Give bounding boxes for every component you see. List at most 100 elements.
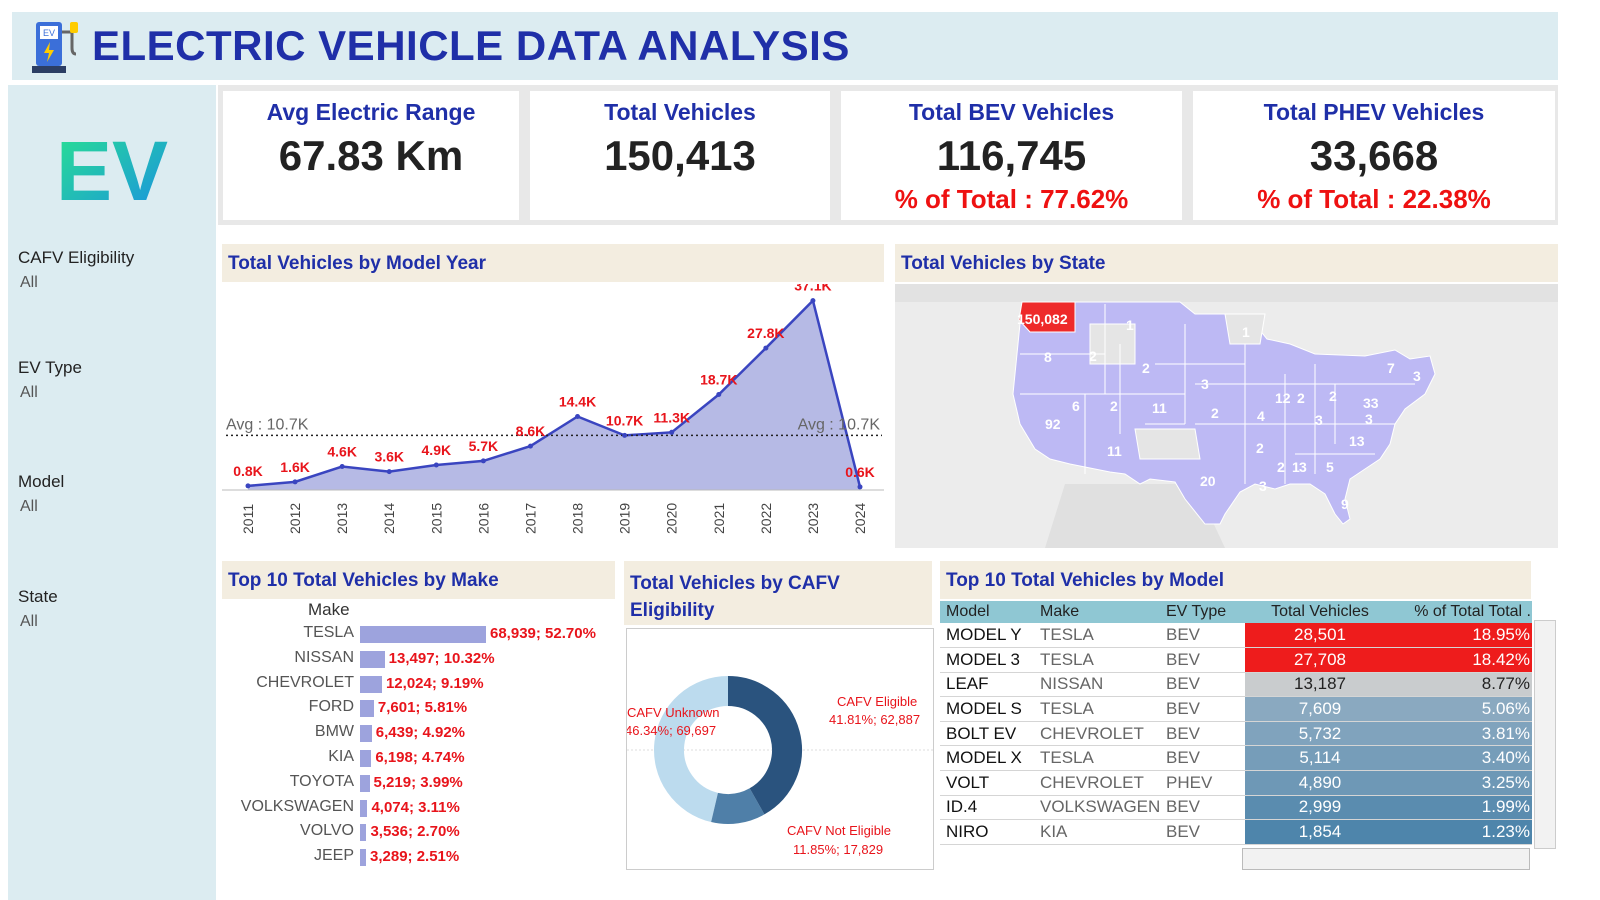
- table-cell: CHEVROLET: [1040, 723, 1144, 743]
- table-cell: LEAF: [946, 674, 989, 694]
- model-table[interactable]: Model Make EV Type Total Vehicles % of T…: [940, 601, 1536, 846]
- panel-title: Top 10 Total Vehicles by Make: [228, 570, 499, 591]
- cafv-donut-chart[interactable]: CAFV Eligible 41.81%; 62,887 CAFV Unknow…: [625, 628, 934, 870]
- table-cell: BEV: [1166, 822, 1201, 842]
- x-tick-label: 2023: [805, 503, 821, 534]
- table-row[interactable]: ID.4 VOLKSWAGEN BEV 2,999 1.99%: [940, 795, 1532, 820]
- make-bar[interactable]: [360, 725, 372, 743]
- filter-cafv-eligibility[interactable]: CAFV Eligibility All: [18, 248, 208, 292]
- table-cell: TESLA: [1040, 649, 1094, 669]
- table-cell: 27,708: [1245, 647, 1395, 673]
- data-point[interactable]: [339, 464, 345, 470]
- data-point[interactable]: [857, 484, 863, 490]
- table-row[interactable]: MODEL X TESLA BEV 5,114 3.40%: [940, 745, 1532, 771]
- table-cell: 2,999: [1245, 795, 1395, 820]
- state-label-ms: 1: [1292, 459, 1300, 475]
- data-point[interactable]: [763, 345, 769, 351]
- state-label-la: 3: [1259, 478, 1267, 494]
- x-tick-label: 2022: [758, 503, 774, 534]
- col-ev-type[interactable]: EV Type: [1166, 603, 1227, 620]
- make-bar[interactable]: [360, 824, 367, 842]
- table-cell: TESLA: [1040, 748, 1094, 768]
- make-value-label: 3,289; 2.51%: [370, 848, 460, 866]
- table-row[interactable]: MODEL 3 TESLA BEV 27,708 18.42%: [940, 647, 1532, 673]
- donut-slice-cafv-unknown[interactable]: [654, 676, 729, 823]
- state-label-or: 8: [1044, 349, 1052, 365]
- kpi-title: Avg Electric Range: [266, 99, 476, 125]
- filter-value[interactable]: All: [20, 498, 38, 515]
- data-point[interactable]: [292, 479, 298, 485]
- make-label: JEEP: [313, 847, 354, 865]
- state-label-il: 12: [1275, 390, 1291, 406]
- filter-model[interactable]: Model All: [18, 472, 208, 516]
- make-value-label: 6,439; 4.92%: [375, 724, 465, 742]
- make-bar[interactable]: [360, 849, 366, 867]
- col-model[interactable]: Model: [946, 603, 990, 620]
- state-label-oh: 2: [1329, 388, 1337, 404]
- data-label: 0.6K: [845, 464, 875, 480]
- make-bar[interactable]: [360, 700, 374, 718]
- data-point[interactable]: [575, 413, 581, 419]
- kpi-title: Total Vehicles: [604, 99, 756, 125]
- make-bar-chart[interactable]: Make TESLA 68,939; 52.70% NISSAN 13,497; 10…: [222, 599, 615, 900]
- data-point[interactable]: [669, 429, 675, 435]
- filter-value[interactable]: All: [20, 274, 38, 291]
- state-wa-highlight[interactable]: [1018, 301, 1076, 333]
- table-row[interactable]: VOLT CHEVROLET PHEV 4,890 3.25%: [940, 770, 1532, 796]
- table-cell: 8.77%: [1395, 672, 1532, 697]
- data-point[interactable]: [810, 298, 816, 304]
- donut-slice-cafv-not-eligible[interactable]: [711, 787, 765, 824]
- x-tick-label: 2017: [522, 503, 538, 534]
- table-cell: 5,114: [1245, 745, 1395, 771]
- model-year-chart[interactable]: Avg : 10.7K Avg : 10.7K 0.8K 2011 1.6K 2012 4.…: [222, 278, 884, 548]
- table-cell: 18.95%: [1395, 623, 1532, 648]
- filter-value[interactable]: All: [20, 384, 38, 401]
- kpi-value: 116,745: [936, 132, 1087, 179]
- data-point[interactable]: [245, 483, 251, 489]
- make-bar[interactable]: [360, 774, 370, 792]
- make-bar[interactable]: [360, 626, 486, 643]
- table-cell: TESLA: [1040, 699, 1094, 719]
- make-value-label: 7,601; 5.81%: [377, 699, 468, 717]
- state-label-mt: 1: [1126, 317, 1134, 333]
- data-point[interactable]: [622, 432, 628, 438]
- table-cell: 4,890: [1245, 770, 1395, 796]
- table-cell: 1.23%: [1395, 819, 1532, 845]
- table-row[interactable]: LEAF NISSAN BEV 13,187 8.77%: [940, 672, 1532, 697]
- make-bar[interactable]: [360, 675, 382, 693]
- data-point[interactable]: [386, 469, 392, 475]
- x-tick-label: 2019: [617, 503, 633, 534]
- data-point[interactable]: [527, 443, 533, 449]
- table-cell: TESLA: [1040, 625, 1094, 645]
- table-row[interactable]: BOLT EV CHEVROLET BEV 5,732 3.81%: [940, 721, 1532, 746]
- state-label-va: 3: [1365, 411, 1373, 427]
- model-year-chart-header: Total Vehicles by Model Year: [222, 244, 884, 282]
- x-tick-label: 2015: [428, 503, 444, 534]
- table-row[interactable]: NIRO KIA BEV 1,854 1.23%: [940, 819, 1532, 845]
- filter-state[interactable]: State All: [18, 587, 208, 631]
- state-label-in: 2: [1297, 390, 1305, 406]
- make-bar[interactable]: [360, 799, 368, 817]
- data-point[interactable]: [433, 462, 439, 468]
- filter-value[interactable]: All: [20, 613, 38, 630]
- state-map[interactable]: 150,082 1 1 8 2 2 3 7 3 6 2 11 2 12 2 2 …: [895, 284, 1558, 548]
- table-cell: MODEL S: [946, 699, 1022, 719]
- col-percent-total[interactable]: % of Total Total .: [1414, 603, 1531, 620]
- horizontal-scrollbar[interactable]: [1242, 848, 1530, 870]
- make-value-label: 13,497; 10.32%: [388, 649, 495, 667]
- make-label: CHEVROLET: [256, 673, 354, 691]
- make-label: VOLKSWAGEN: [240, 797, 354, 815]
- vertical-scrollbar[interactable]: [1534, 620, 1556, 849]
- make-bar[interactable]: [360, 750, 372, 767]
- data-label: 0.8K: [233, 463, 263, 479]
- data-point[interactable]: [716, 392, 722, 398]
- make-bar[interactable]: [360, 650, 385, 668]
- col-make[interactable]: Make: [1040, 603, 1080, 620]
- make-label: TESLA: [303, 624, 354, 641]
- donut-slice-cafv-eligible[interactable]: [727, 676, 802, 815]
- data-point[interactable]: [480, 458, 486, 464]
- col-total-vehicles[interactable]: Total Vehicles: [1271, 603, 1369, 620]
- table-row[interactable]: MODEL S TESLA BEV 7,609 5.06%: [940, 696, 1532, 722]
- table-row[interactable]: MODEL Y TESLA BEV 28,501 18.95%: [940, 623, 1532, 648]
- filter-ev-type[interactable]: EV Type All: [18, 358, 208, 402]
